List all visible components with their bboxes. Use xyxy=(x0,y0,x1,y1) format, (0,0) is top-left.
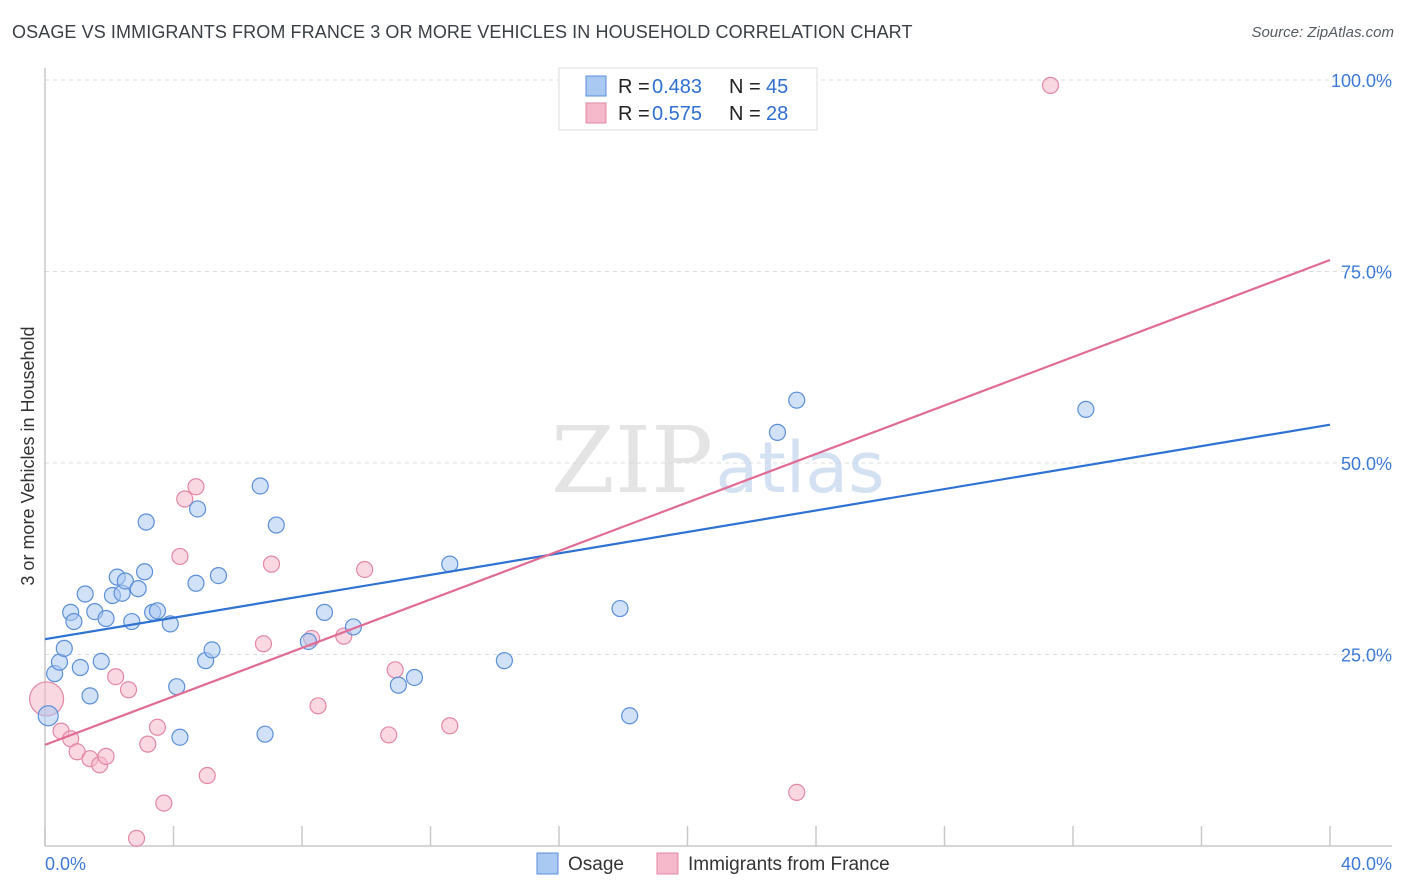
legend-france-swatch xyxy=(656,852,679,875)
osage-point xyxy=(209,567,228,585)
osage-points xyxy=(37,391,1095,746)
osage-point xyxy=(768,423,787,441)
x-tick-label-max: 40.0% xyxy=(1341,854,1392,874)
france-point xyxy=(788,783,806,801)
series-legend: Osage Immigrants from France xyxy=(536,852,890,875)
watermark: ZIP atlas xyxy=(551,407,885,514)
osage-point xyxy=(389,676,407,694)
x-tick-label-min: 0.0% xyxy=(45,854,86,874)
osage-point xyxy=(187,574,205,592)
osage-point xyxy=(621,707,639,725)
osage-point xyxy=(123,612,141,631)
osage-swatch xyxy=(585,75,607,97)
osage-point xyxy=(71,658,89,677)
osage-point xyxy=(81,687,99,705)
osage-point xyxy=(188,500,207,518)
osage-point xyxy=(1077,400,1095,418)
source-attribution: Source: ZipAtlas.com xyxy=(1251,24,1394,41)
france-point xyxy=(262,555,281,573)
osage-point xyxy=(256,725,274,743)
france-point xyxy=(441,717,459,735)
legend-france-label: Immigrants from France xyxy=(688,854,890,875)
france-point xyxy=(380,726,398,744)
france-point xyxy=(176,490,194,508)
france-point xyxy=(127,829,146,847)
grid-lines xyxy=(45,79,1392,655)
france-point xyxy=(254,635,273,653)
osage-trend-line xyxy=(44,423,1331,641)
y-tick-label: 100.0% xyxy=(1331,71,1392,91)
france-point xyxy=(1041,76,1060,94)
france-point xyxy=(148,718,167,736)
osage-n-label: N = xyxy=(729,76,761,98)
france-points xyxy=(29,76,1060,847)
france-point xyxy=(107,668,125,686)
osage-r-value: 0.483 xyxy=(652,76,702,98)
legend-osage-swatch xyxy=(536,852,559,875)
osage-point xyxy=(315,603,334,621)
osage-point xyxy=(135,563,154,581)
chart-title: OSAGE VS IMMIGRANTS FROM FRANCE 3 OR MOR… xyxy=(12,22,913,42)
osage-point xyxy=(97,609,115,628)
france-point xyxy=(187,478,205,496)
osage-point xyxy=(203,641,221,659)
france-r-label: R = xyxy=(618,103,650,125)
osage-point xyxy=(788,391,806,409)
osage-point xyxy=(611,599,629,618)
osage-point xyxy=(171,728,189,746)
y-tick-labels: 25.0% 50.0% 75.0% 100.0% xyxy=(1331,71,1392,666)
france-swatch xyxy=(585,102,607,124)
france-point xyxy=(386,661,404,679)
y-tick-label: 50.0% xyxy=(1341,454,1392,474)
y-axis-label: 3 or more Vehicles in Household xyxy=(18,326,38,585)
france-n-value: 28 xyxy=(766,103,788,125)
trend-lines xyxy=(44,258,1331,746)
france-point xyxy=(198,766,216,785)
legend-osage-label: Osage xyxy=(568,854,624,875)
france-point xyxy=(97,747,115,765)
osage-point xyxy=(267,516,285,534)
osage-point xyxy=(37,705,59,727)
osage-point xyxy=(129,580,147,598)
france-point xyxy=(309,697,327,715)
france-point xyxy=(155,794,173,812)
france-trend-line xyxy=(44,258,1331,746)
osage-point xyxy=(148,602,167,620)
y-tick-label: 75.0% xyxy=(1341,263,1392,283)
france-point xyxy=(119,681,138,699)
y-tick-label: 25.0% xyxy=(1341,646,1392,666)
stats-legend: R = 0.483 N = 45 R = 0.575 N = 28 xyxy=(558,67,818,131)
osage-point xyxy=(405,668,424,687)
osage-point xyxy=(65,612,83,631)
france-n-label: N = xyxy=(729,103,761,125)
osage-point xyxy=(137,513,155,531)
osage-n-value: 45 xyxy=(766,76,788,98)
x-axis-ticks xyxy=(44,826,1331,846)
osage-r-label: R = xyxy=(618,76,650,98)
france-r-value: 0.575 xyxy=(652,103,702,125)
france-point xyxy=(171,547,189,566)
watermark-atlas: atlas xyxy=(715,427,884,509)
osage-point xyxy=(76,585,94,603)
osage-point xyxy=(251,477,269,495)
osage-point xyxy=(92,652,110,670)
osage-point xyxy=(495,652,513,670)
france-point xyxy=(139,735,157,753)
france-point xyxy=(356,560,374,579)
watermark-zip: ZIP xyxy=(551,407,713,514)
osage-point xyxy=(116,572,134,590)
osage-point xyxy=(55,639,73,657)
